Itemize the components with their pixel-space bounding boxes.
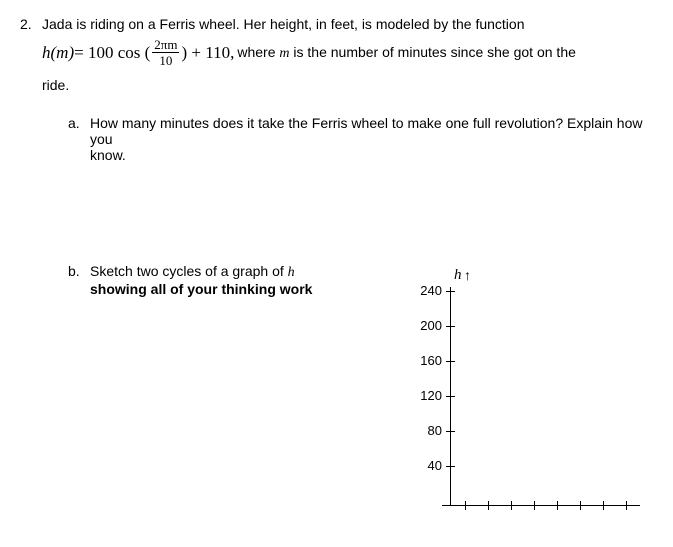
- formula-line: h(m) = 100 cos ( 2πm 10 ) + 110, where m…: [42, 38, 653, 67]
- part-b-label: b.: [68, 263, 90, 514]
- part-b-line1-pre: Sketch two cycles of a graph of: [90, 263, 288, 279]
- y-tick-label: 240: [408, 283, 442, 298]
- y-tick: [446, 361, 455, 362]
- y-tick: [446, 396, 455, 397]
- part-b-body: Sketch two cycles of a graph of h showin…: [90, 263, 653, 514]
- part-b: b. Sketch two cycles of a graph of h sho…: [68, 263, 653, 514]
- formula-close: ) + 110,: [181, 43, 234, 63]
- y-tick-label: 160: [408, 353, 442, 368]
- y-tick: [446, 326, 455, 327]
- stem-line-1: Jada is riding on a Ferris wheel. Her he…: [42, 16, 653, 32]
- fraction-denominator: 10: [159, 53, 172, 67]
- x-tick: [603, 501, 604, 510]
- y-tick-label: 40: [408, 458, 442, 473]
- x-tick: [465, 501, 466, 510]
- part-a-label: a.: [68, 115, 90, 163]
- y-tick-label: 80: [408, 423, 442, 438]
- problem-body: Jada is riding on a Ferris wheel. Her he…: [42, 16, 653, 514]
- problem-2: 2. Jada is riding on a Ferris wheel. Her…: [20, 16, 653, 514]
- part-b-h: h: [288, 265, 295, 280]
- part-a-line1: How many minutes does it take the Ferris…: [90, 115, 653, 147]
- y-axis-label: h: [454, 267, 462, 284]
- x-tick: [557, 501, 558, 510]
- arrow-up-icon: ↑: [464, 267, 471, 283]
- part-b-line2: showing all of your thinking work: [90, 281, 350, 297]
- part-a: a. How many minutes does it take the Fer…: [68, 115, 653, 163]
- x-tick: [488, 501, 489, 510]
- y-tick: [446, 291, 455, 292]
- fraction: 2πm 10: [152, 38, 179, 67]
- formula-trail: where m is the number of minutes since s…: [237, 44, 576, 62]
- part-a-body: How many minutes does it take the Ferris…: [90, 115, 653, 163]
- formula-lhs: h(m): [42, 43, 74, 63]
- x-tick: [534, 501, 535, 510]
- y-tick: [446, 431, 455, 432]
- y-tick-label: 200: [408, 318, 442, 333]
- problem-number: 2.: [20, 16, 42, 514]
- y-tick-label: 120: [408, 388, 442, 403]
- chart: h ↑ 240 200 160 120 80 40: [360, 269, 640, 514]
- x-tick: [626, 501, 627, 510]
- part-a-line2: know.: [90, 147, 653, 163]
- part-b-text: Sketch two cycles of a graph of h showin…: [90, 263, 360, 514]
- x-tick: [580, 501, 581, 510]
- x-tick: [511, 501, 512, 510]
- y-tick: [446, 466, 455, 467]
- formula-eq: = 100 cos (: [74, 43, 150, 63]
- fraction-numerator: 2πm: [152, 38, 179, 53]
- ride-word: ride.: [42, 77, 653, 93]
- m-variable: m: [279, 46, 289, 61]
- x-axis: [442, 505, 640, 506]
